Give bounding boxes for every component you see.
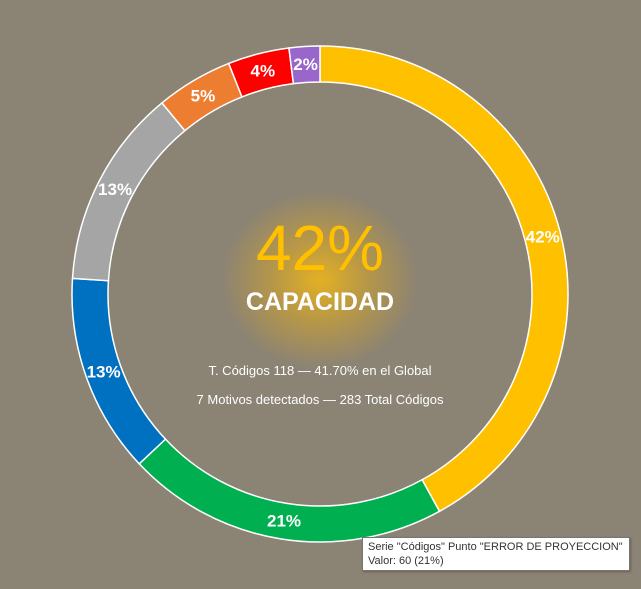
slice-label-7: 2% [293,55,318,74]
tooltip-value-line: Valor: 60 (21%) [368,554,624,568]
tooltip-series-line: Serie "Códigos" Punto "ERROR DE PROYECCI… [368,540,624,554]
slice-label-1: 42% [526,227,560,246]
center-info-motives: 7 Motivos detectados — 283 Total Códigos [140,391,500,409]
center-title: CAPACIDAD [170,284,470,320]
slice-label-3: 13% [87,362,121,381]
slice-label-5: 5% [191,87,216,106]
slice-label-6: 4% [251,62,276,81]
center-info-codes: T. Códigos 118 — 41.70% en el Global [140,362,500,380]
slice-label-4: 13% [98,180,132,199]
slice-label-2: 21% [267,512,301,531]
chart-tooltip: Serie "Códigos" Punto "ERROR DE PROYECCI… [362,537,630,571]
center-percent: 42% [170,208,470,288]
